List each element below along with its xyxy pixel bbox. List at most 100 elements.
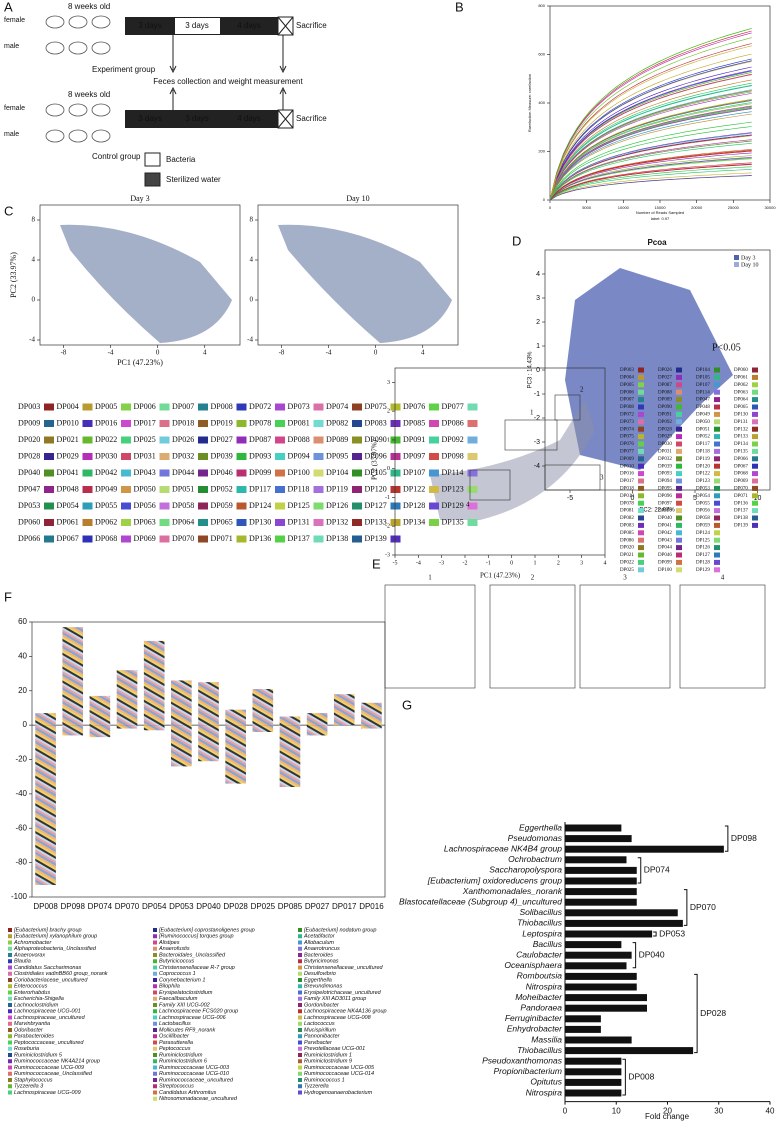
legend-swatch <box>734 255 739 260</box>
legend-swatch <box>8 953 12 957</box>
legend-label: DP098 <box>658 509 672 514</box>
x-tick-label: -5 <box>567 495 573 502</box>
legend-swatch <box>752 382 758 388</box>
legend-label: DP042 <box>658 531 672 536</box>
legend-label: DP132 <box>734 427 748 432</box>
legend-label: DP137 <box>734 509 748 514</box>
category-label: Pseudoxanthomonas <box>482 1055 563 1065</box>
legend-swatch <box>390 436 401 444</box>
x-tick-label: 40 <box>766 1107 775 1116</box>
sacrifice-label: Sacrifice <box>296 21 327 30</box>
legend-label: DP019 <box>620 494 634 499</box>
legend-swatch <box>638 530 644 536</box>
rarefaction-curve <box>549 113 752 201</box>
legend-label: DP032 <box>172 451 194 460</box>
legend-swatch <box>159 519 170 526</box>
x-axis-label: PC1 (47.23%) <box>480 572 521 580</box>
rarefaction-curve <box>549 72 752 201</box>
legend-swatch <box>676 389 682 395</box>
legend-label: DP030 <box>658 442 672 447</box>
rarefaction-curve <box>549 132 752 201</box>
category-label: Nitrospira <box>526 981 563 991</box>
legend-swatch <box>236 502 247 510</box>
x-tick-label: 25000 <box>728 205 740 210</box>
inset-box <box>579 584 671 689</box>
legend-swatch <box>198 436 208 444</box>
legend-label: Desulfovibrio <box>304 971 336 977</box>
panel-label: G <box>402 697 412 712</box>
legend-label: DP063 <box>134 517 156 526</box>
legend-label: DP133 <box>365 517 387 526</box>
legend-swatch <box>676 537 682 543</box>
legend-swatch <box>298 1090 302 1095</box>
rarefaction-curve <box>549 163 752 201</box>
legend-swatch <box>676 545 682 551</box>
legend-label: DP062 <box>734 383 748 388</box>
legend-swatch <box>676 411 682 417</box>
legend-swatch <box>298 1059 302 1064</box>
category-label: Pandoraea <box>520 1002 562 1012</box>
legend-label: Brevundimonas <box>304 984 342 990</box>
legend-label: Enterorhabdus <box>14 990 50 996</box>
stacked-bar <box>306 713 328 726</box>
legend-label: Peptococcus <box>159 1046 191 1052</box>
legend-label: DP119 <box>696 457 710 462</box>
legend-swatch <box>752 441 758 447</box>
legend-label: DP123 <box>696 479 710 484</box>
legend-swatch <box>153 1046 157 1051</box>
legend-swatch <box>467 420 478 427</box>
panel-label: E <box>372 556 381 571</box>
legend-swatch <box>638 493 644 499</box>
legend-swatch <box>638 448 644 454</box>
legend-swatch <box>275 453 285 460</box>
group-bracket <box>694 973 698 1054</box>
legend-label: DP099 <box>658 561 672 566</box>
legend-swatch <box>714 367 720 373</box>
legend-label: DP068 <box>734 472 748 477</box>
legend-swatch <box>638 463 644 469</box>
x-tick-label: DP098 <box>60 902 85 911</box>
legend-label: DP136 <box>734 501 748 506</box>
legend-label: Mollicutes RF9_norank <box>159 1027 215 1033</box>
stacked-bar <box>198 725 219 762</box>
legend-swatch <box>676 500 682 506</box>
legend-swatch <box>676 404 682 410</box>
legend-label: DP051 <box>172 484 194 493</box>
legend-label: DP076 <box>403 402 425 411</box>
legend-label: Blautia <box>14 959 31 965</box>
legend-swatch <box>153 1096 157 1101</box>
legend-swatch <box>8 1034 12 1039</box>
legend-swatch <box>153 1040 157 1045</box>
legend-label: DP135 <box>734 450 748 455</box>
legend-label: DP008 <box>211 402 233 411</box>
legend-swatch <box>275 403 285 411</box>
legend-swatch <box>352 469 362 477</box>
category-label: Leptospira <box>522 928 562 938</box>
rarefaction-curve <box>549 133 752 201</box>
legend-label: DP044 <box>658 546 672 551</box>
legend-label: Alistipes <box>158 940 180 946</box>
legend-swatch <box>159 453 170 460</box>
bar <box>565 824 622 832</box>
legend-label: DP070 <box>172 534 194 543</box>
legend-swatch <box>198 486 208 493</box>
inset-marker: 4 <box>466 501 470 509</box>
legend-swatch <box>638 545 644 551</box>
legend-label: DP107 <box>696 383 710 388</box>
legend-label: DP027 <box>211 435 233 444</box>
legend-swatch <box>298 1009 302 1014</box>
stacked-bar <box>171 680 192 726</box>
legend-label: DP031 <box>134 451 156 460</box>
legend-label: DP049 <box>696 413 710 418</box>
y-tick-label: 200 <box>538 149 545 154</box>
legend-label: DP060 <box>734 368 748 373</box>
legend-label: DP135 <box>442 517 464 526</box>
legend-swatch <box>153 1053 157 1057</box>
legend-swatch <box>298 978 302 982</box>
legend-label: DP093 <box>249 451 271 460</box>
group-bracket <box>683 889 688 926</box>
legend-label: DP099 <box>249 468 271 477</box>
rarefaction-curve <box>549 108 752 201</box>
legend-swatch <box>714 404 720 410</box>
y-axis-label: PC3 : 14.43% <box>528 351 534 389</box>
